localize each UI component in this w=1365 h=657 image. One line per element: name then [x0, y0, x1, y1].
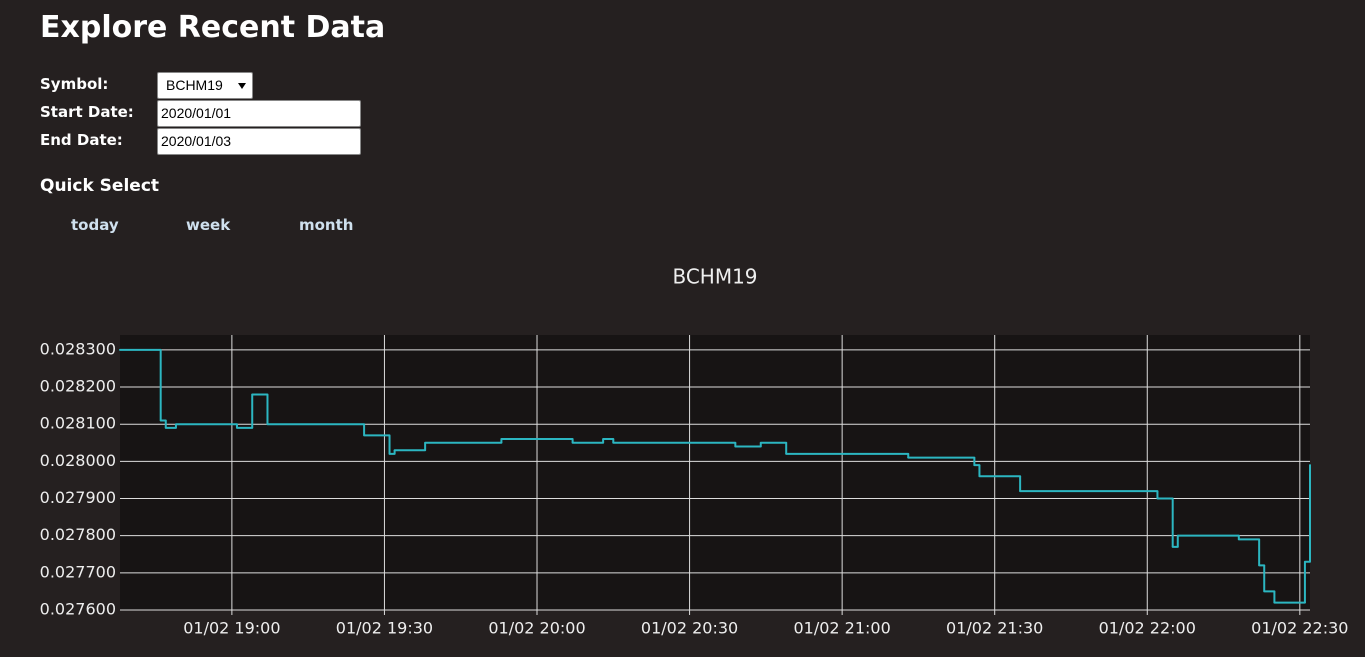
symbol-select[interactable]: BCHM19	[157, 72, 253, 99]
x-tick-label: 01/02 19:30	[336, 619, 433, 638]
x-tick-label: 01/02 22:30	[1251, 619, 1348, 638]
end-input[interactable]: 2020/01/03	[157, 128, 361, 155]
y-tick-label: 0.027800	[40, 525, 116, 544]
x-tick-label: 01/02 21:30	[946, 619, 1043, 638]
x-tick-label: 01/02 20:00	[488, 619, 585, 638]
y-tick-label: 0.028200	[40, 377, 116, 396]
y-tick-label: 0.028100	[40, 414, 116, 433]
quick-select-title: Quick Select	[40, 176, 160, 196]
symbol-label: Symbol:	[40, 75, 109, 93]
y-tick-label: 0.028000	[40, 451, 116, 470]
plot-background	[120, 335, 1310, 610]
x-tick-label: 01/02 21:00	[793, 619, 890, 638]
end-label: End Date:	[40, 131, 123, 149]
start-input[interactable]: 2020/01/01	[157, 100, 361, 127]
y-tick-label: 0.027900	[40, 488, 116, 507]
page-title: Explore Recent Data	[40, 10, 386, 45]
dropdown-arrow	[238, 83, 246, 89]
y-tick-label: 0.027600	[40, 600, 116, 619]
start-label: Start Date:	[40, 103, 134, 121]
chart-title: BCHM19	[672, 265, 757, 289]
quick-option[interactable]: today	[71, 216, 119, 234]
x-tick-label: 01/02 22:00	[1099, 619, 1196, 638]
x-tick-label: 01/02 20:30	[641, 619, 738, 638]
y-tick-label: 0.028300	[40, 339, 116, 358]
quick-option[interactable]: month	[299, 216, 354, 234]
quick-option[interactable]: week	[186, 216, 231, 234]
symbol-value: BCHM19	[166, 77, 223, 93]
x-tick-label: 01/02 19:00	[183, 619, 280, 638]
chart: BCHM19 0.027600 0.027700 0.027800 0.027900 0…	[40, 265, 1349, 638]
y-tick-label: 0.027700	[40, 562, 116, 581]
